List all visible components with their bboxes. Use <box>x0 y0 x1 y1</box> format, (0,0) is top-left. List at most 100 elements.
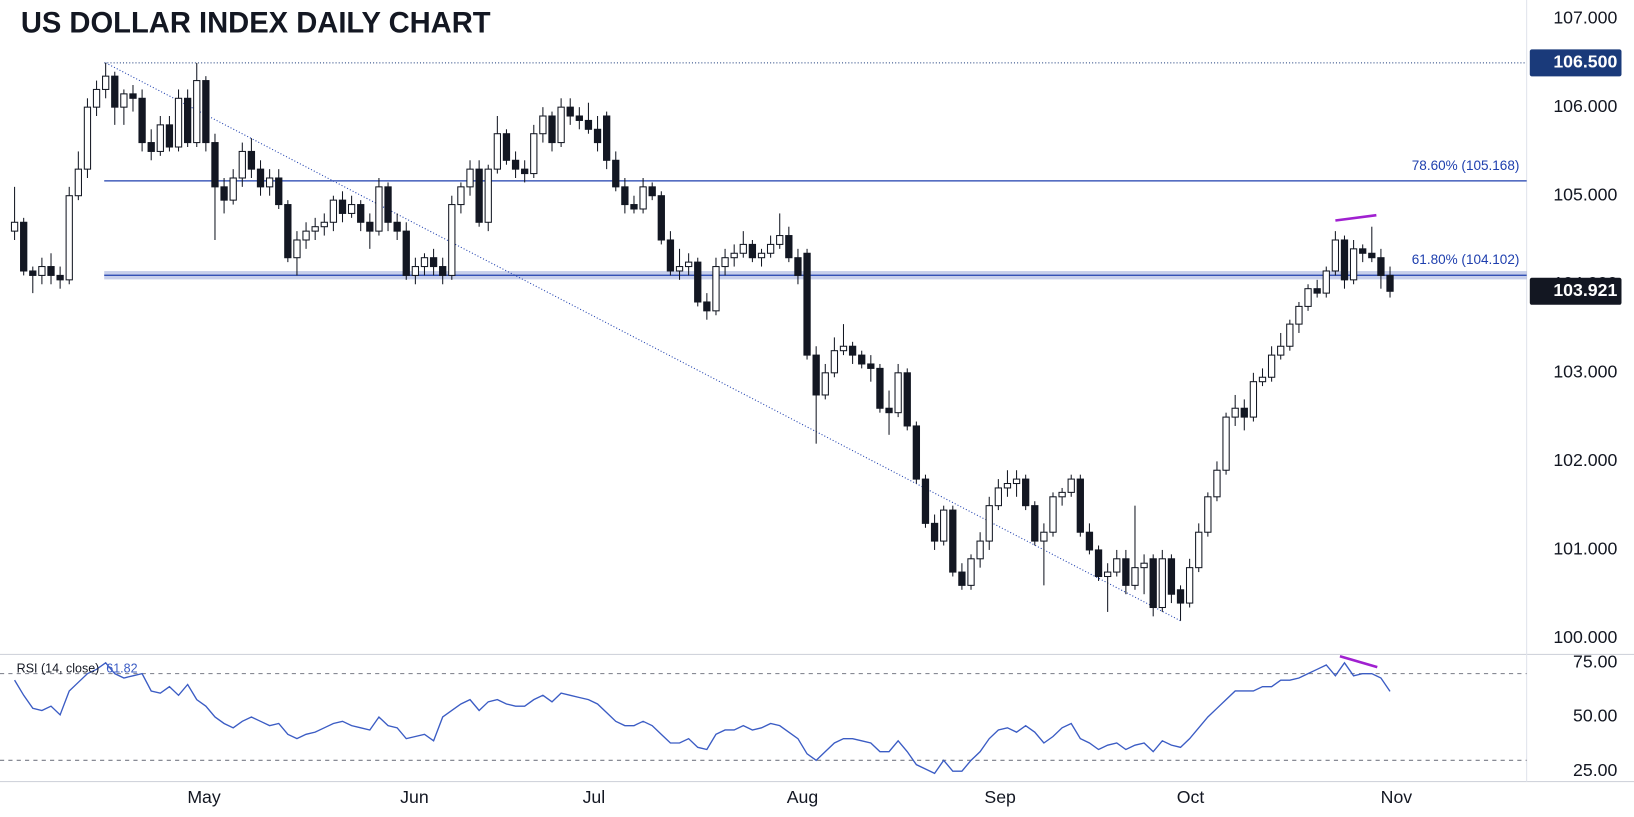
candle-body <box>38 266 46 276</box>
candle-body <box>293 239 301 259</box>
candle-body <box>393 221 401 232</box>
candle-body <box>967 558 975 586</box>
candle-body <box>1113 558 1121 573</box>
rsi-tick-label: 75.00 <box>1573 651 1617 671</box>
candle-body <box>338 199 347 214</box>
candle-body <box>785 235 793 259</box>
candle-body <box>1131 567 1139 586</box>
candle-body <box>420 257 429 268</box>
candle-body <box>1104 571 1112 578</box>
candle-body <box>1085 531 1094 551</box>
candle-body <box>275 177 283 206</box>
candle-body <box>566 106 574 117</box>
candle-body <box>639 186 647 210</box>
candle-body <box>940 509 948 542</box>
candle-body <box>1322 270 1330 294</box>
candle-body <box>1031 505 1039 542</box>
candle-body <box>612 159 620 188</box>
candle-body <box>129 93 137 99</box>
divergence-line <box>1335 213 1377 222</box>
last-price-box <box>1529 277 1622 305</box>
candle-body <box>894 372 902 414</box>
candle-body <box>1022 478 1030 507</box>
candle-body <box>320 221 328 228</box>
candle-body <box>912 425 921 480</box>
candle-body <box>1331 239 1340 272</box>
candle-body <box>20 221 28 272</box>
candle-body <box>1267 354 1276 378</box>
candle-body <box>675 266 684 272</box>
candle-body <box>1258 376 1267 383</box>
x-tick-label: Aug <box>787 787 819 807</box>
candle-body <box>457 186 465 206</box>
candle-body <box>1003 482 1012 489</box>
candle-body <box>721 257 729 268</box>
candle-body <box>548 115 556 144</box>
candle-body <box>848 345 857 356</box>
candle-body <box>147 142 155 152</box>
candle-body <box>949 509 957 573</box>
y-tick-label: 102.000 <box>1553 450 1617 470</box>
candle-body <box>1222 416 1230 471</box>
candle-body <box>703 301 711 312</box>
candle-body <box>1313 288 1321 294</box>
candle-body <box>1368 252 1376 259</box>
candle-body <box>1304 288 1312 307</box>
candle-body <box>903 372 911 427</box>
rsi-value: 61.82 <box>106 661 137 675</box>
candle-body <box>766 243 775 254</box>
candle-body <box>138 97 146 144</box>
candle-body <box>1195 531 1203 569</box>
candle-body <box>1067 478 1075 493</box>
x-tick-label: Sep <box>984 787 1016 807</box>
candle-body <box>502 133 511 161</box>
candle-body <box>120 93 128 108</box>
y-tick-label: 107.000 <box>1553 7 1617 27</box>
candle-body <box>885 407 893 414</box>
candle-body <box>712 266 720 312</box>
candle-body <box>211 142 219 188</box>
candle-body <box>1058 491 1066 498</box>
candle-body <box>10 221 19 232</box>
candle-body <box>694 261 702 303</box>
candle-body <box>776 235 784 245</box>
candle-body <box>1012 478 1021 485</box>
x-tick-label: Jun <box>400 787 429 807</box>
candle-body <box>402 230 410 276</box>
last-price-label: 103.921 <box>1553 280 1617 300</box>
candle-body <box>439 266 447 276</box>
candle-body <box>958 571 966 586</box>
x-tick-label: Jul <box>583 787 606 807</box>
candle-body <box>229 177 237 201</box>
candle-body <box>621 186 629 206</box>
rsi-name: RSI (14, close) <box>17 661 100 675</box>
candle-body <box>1249 381 1258 418</box>
candle-body <box>666 239 675 272</box>
fib-label: 78.60% (105.168) <box>1412 158 1520 173</box>
candle-body <box>1359 248 1367 254</box>
candle-body <box>202 80 210 144</box>
candle-body <box>575 115 583 121</box>
candle-body <box>284 204 292 259</box>
candle-body <box>830 350 839 374</box>
candle-body <box>329 199 338 223</box>
candle-body <box>448 204 456 276</box>
candle-body <box>1340 239 1349 281</box>
candle-body <box>165 124 174 148</box>
candle-body <box>92 88 101 108</box>
fib-label: 61.80% (104.102) <box>1412 252 1520 267</box>
candle-body <box>311 226 319 232</box>
y-tick-label: 103.000 <box>1553 361 1617 381</box>
candle-body <box>102 75 110 90</box>
candle-body <box>511 159 520 170</box>
trendline <box>105 62 1181 622</box>
x-tick-label: May <box>187 787 221 807</box>
candle-body <box>584 119 593 130</box>
candle-body <box>29 270 37 276</box>
candle-body <box>1122 558 1130 586</box>
candle-body <box>47 266 55 276</box>
rsi-divergence <box>1339 655 1378 669</box>
x-tick-label: Nov <box>1381 787 1413 807</box>
candle-body <box>630 204 638 210</box>
